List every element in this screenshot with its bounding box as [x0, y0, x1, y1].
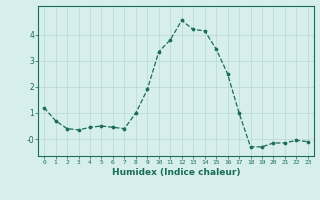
X-axis label: Humidex (Indice chaleur): Humidex (Indice chaleur) [112, 168, 240, 177]
